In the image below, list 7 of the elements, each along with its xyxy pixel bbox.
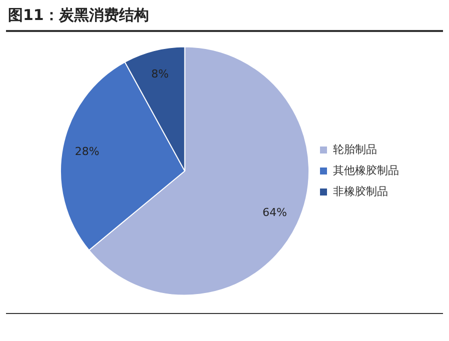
data-label: 64% <box>262 206 287 220</box>
legend-label: 轮胎制品 <box>333 142 377 156</box>
chart-title: 图11：炭黑消费结构 <box>8 6 149 25</box>
legend-label: 其他橡胶制品 <box>333 164 399 177</box>
data-label: 28% <box>74 145 100 158</box>
legend-label: 非橡胶制品 <box>333 184 388 198</box>
data-label: 8% <box>151 68 169 81</box>
